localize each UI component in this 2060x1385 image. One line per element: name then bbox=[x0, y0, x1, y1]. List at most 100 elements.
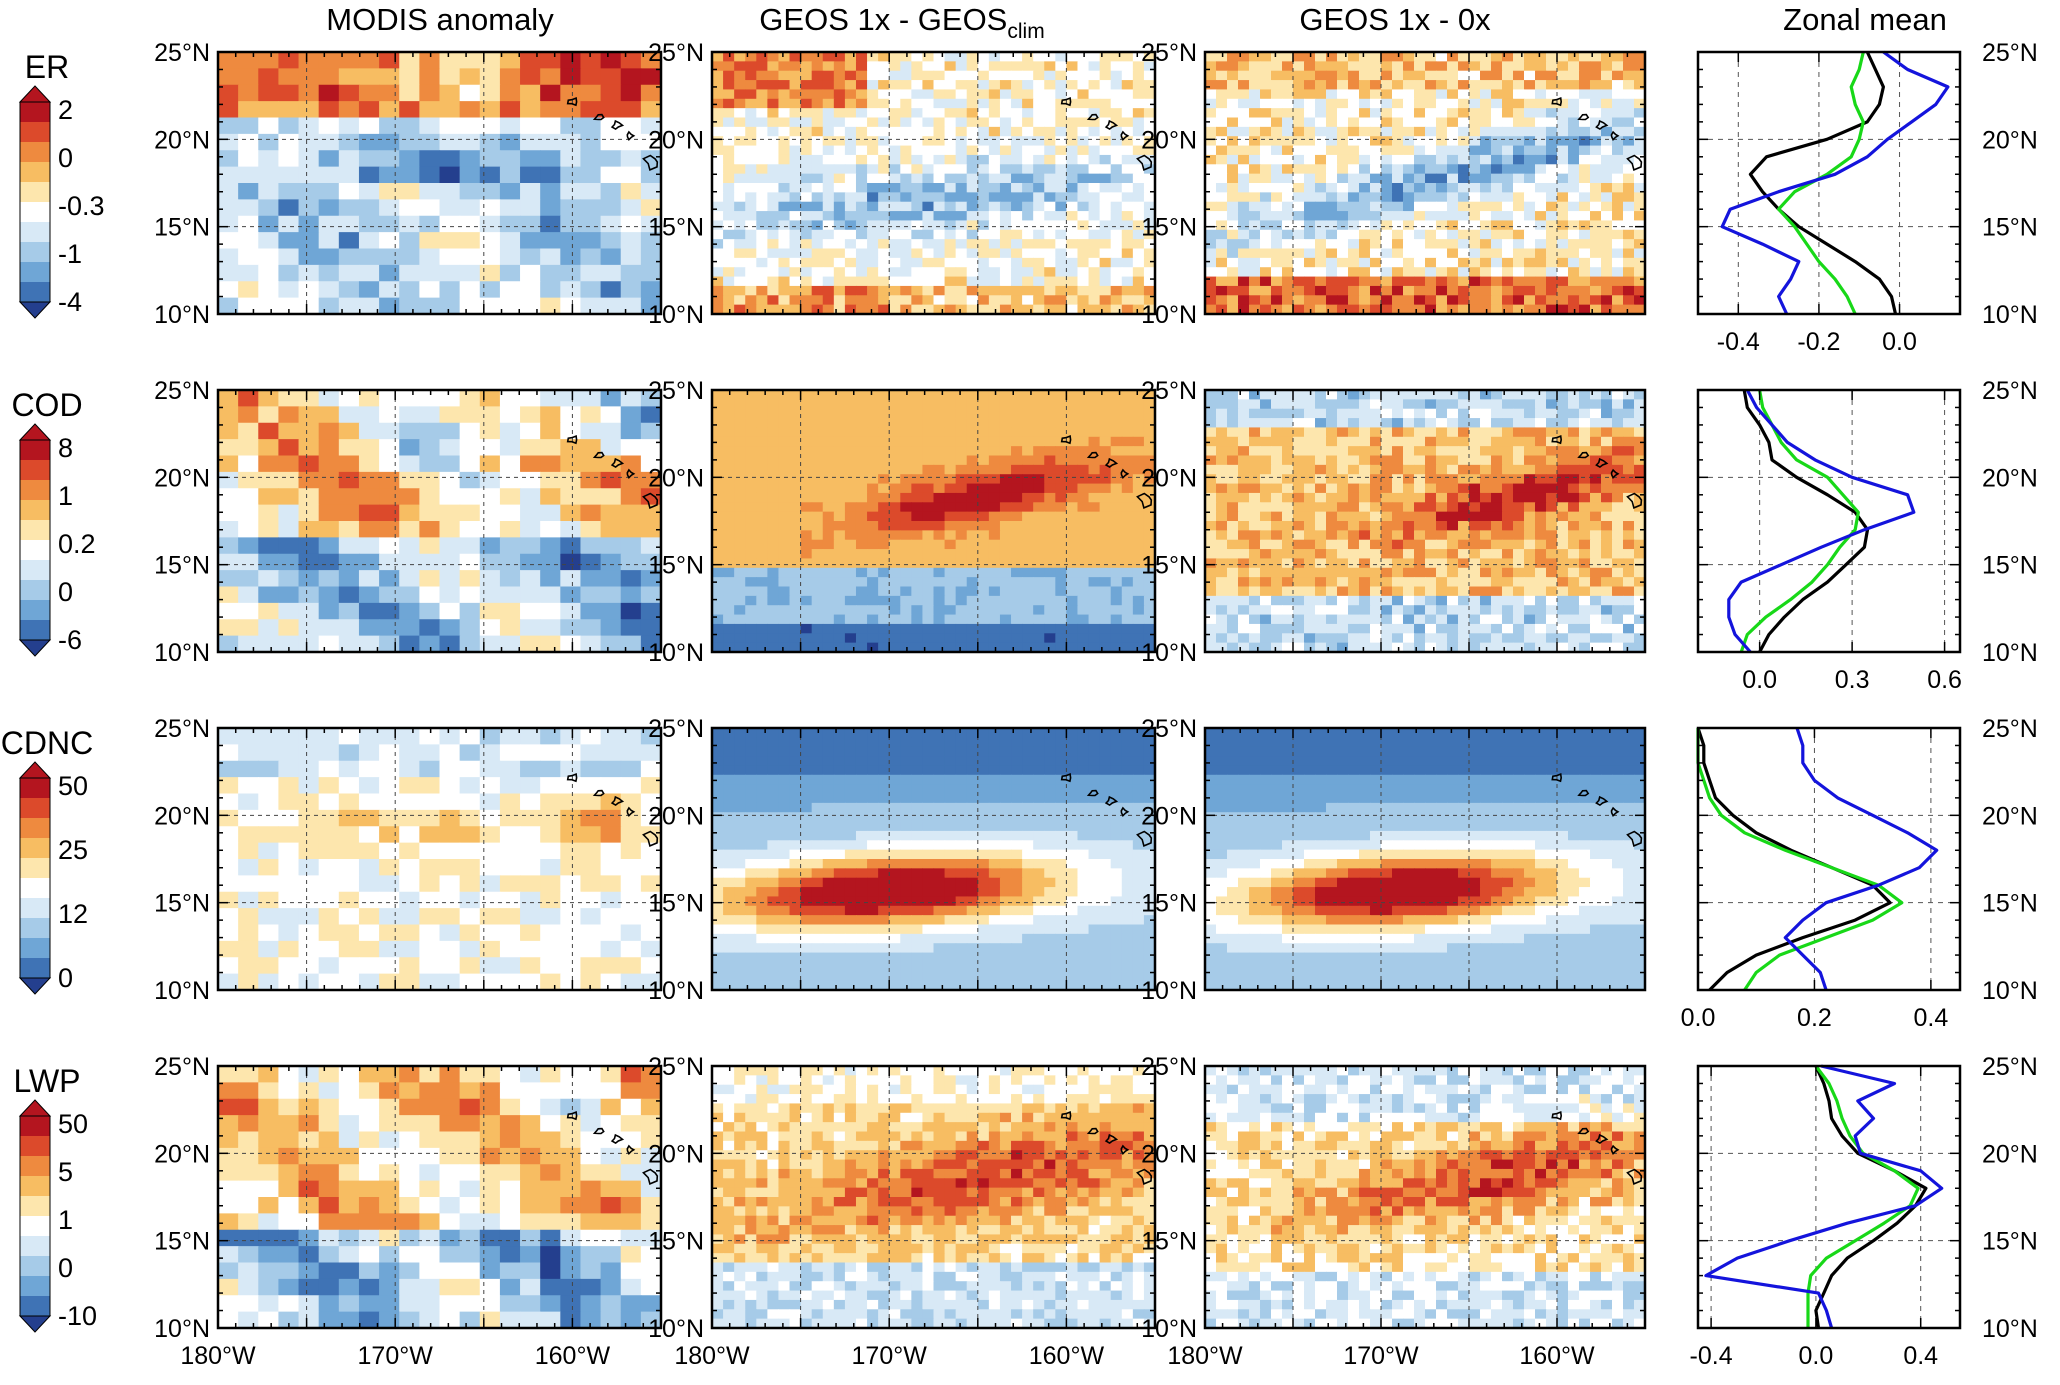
lat-tick-label: 10°N bbox=[1141, 977, 1197, 1005]
map-panel: 25°N 20°N 15°N 10°N bbox=[1141, 377, 1647, 667]
island-outline bbox=[1595, 795, 1609, 807]
island-outline bbox=[566, 97, 578, 107]
lat-tick-label: 20°N bbox=[648, 802, 704, 830]
map-field bbox=[712, 1066, 1155, 1328]
lon-tick-label: 160°W bbox=[1029, 1342, 1105, 1370]
lat-tick-label: 20°N bbox=[154, 464, 210, 492]
map-panel: 25°N 20°N 15°N 10°N bbox=[648, 715, 1157, 1005]
lat-tick-label: 20°N bbox=[1141, 464, 1197, 492]
zonal-lat-tick-label: 15°N bbox=[1982, 214, 2038, 242]
colorbar-swatch bbox=[20, 600, 50, 621]
zonal-line-modis bbox=[1783, 727, 1939, 991]
zonal-frame bbox=[1696, 50, 1962, 316]
map-frame bbox=[1203, 1064, 1647, 1330]
lat-tick-label: 25°N bbox=[154, 715, 210, 743]
island-outline bbox=[1060, 435, 1072, 445]
zonal-line-modis bbox=[1720, 50, 1950, 315]
colorbar-min-arrow bbox=[18, 301, 52, 319]
colorbar-swatch bbox=[20, 938, 50, 959]
zonal-x-tick-label: 0.2 bbox=[1797, 1004, 1832, 1032]
lat-tick-label: 10°N bbox=[154, 977, 210, 1005]
island-outline bbox=[1595, 119, 1609, 131]
zonal-x-tick-label: 0.6 bbox=[1927, 666, 1962, 694]
row-label: COD bbox=[11, 387, 82, 423]
island-outline bbox=[610, 795, 625, 807]
colorbar-swatch bbox=[20, 1116, 50, 1137]
zonal-lat-tick-label: 10°N bbox=[1982, 977, 2038, 1005]
colorbar-swatch bbox=[20, 162, 50, 183]
colorbar-swatch bbox=[20, 202, 50, 223]
lat-tick-label: 15°N bbox=[1141, 214, 1197, 242]
island-outline bbox=[610, 457, 625, 469]
island-outline bbox=[1136, 830, 1153, 847]
island-outline bbox=[626, 806, 636, 818]
colorbar-swatch bbox=[20, 520, 50, 541]
lat-tick-label: 15°N bbox=[154, 214, 210, 242]
row-label: ER bbox=[25, 49, 69, 85]
colorbar-swatch bbox=[20, 798, 50, 819]
map-frame bbox=[710, 1064, 1157, 1330]
lat-tick-label: 10°N bbox=[1141, 639, 1197, 667]
lat-tick-label: 20°N bbox=[648, 1140, 704, 1168]
colorbar-swatch bbox=[20, 958, 50, 979]
colorbar-label: -6 bbox=[58, 625, 82, 655]
colorbar-frame bbox=[19, 101, 51, 303]
colorbar-min-arrow bbox=[18, 977, 52, 995]
island-outline bbox=[1610, 806, 1620, 818]
lat-tick-label: 20°N bbox=[648, 126, 704, 154]
island-outline bbox=[1577, 1127, 1590, 1135]
colorbar-label: 2 bbox=[58, 95, 73, 125]
map-field bbox=[1205, 52, 1645, 314]
island-outline bbox=[1104, 1133, 1119, 1145]
colorbar: 8 1 0.2 0 -6 bbox=[18, 423, 96, 657]
colorbar-max-arrow bbox=[18, 761, 52, 779]
island-outline bbox=[1551, 435, 1563, 445]
zonal-frame bbox=[1696, 1064, 1962, 1330]
lat-tick-label: 10°N bbox=[154, 301, 210, 329]
lat-tick-label: 15°N bbox=[1141, 890, 1197, 918]
map-field bbox=[712, 728, 1155, 990]
island-outline bbox=[1551, 773, 1563, 783]
column-title-modis: MODIS anomaly bbox=[326, 2, 554, 37]
map-frame bbox=[710, 50, 1157, 316]
map-panel: 25°N 20°N 15°N 10°N bbox=[648, 39, 1157, 329]
island-outline bbox=[566, 435, 578, 445]
island-outline bbox=[642, 154, 659, 171]
lon-tick-label: 160°W bbox=[535, 1342, 611, 1370]
zonal-x-tick-label: 0.0 bbox=[1882, 328, 1917, 356]
lat-tick-label: 25°N bbox=[648, 377, 704, 405]
zonal-x-tick-label: 0.4 bbox=[1914, 1004, 1949, 1032]
island-outline bbox=[610, 1133, 625, 1145]
zonal-x-tick-label: 0.0 bbox=[1799, 1342, 1834, 1370]
map-field bbox=[218, 390, 661, 652]
lat-tick-label: 25°N bbox=[1141, 377, 1197, 405]
island-outline bbox=[626, 468, 636, 480]
zonal-line-modis bbox=[1704, 1064, 1944, 1329]
lon-tick-label: 170°W bbox=[1343, 1342, 1419, 1370]
island-outline bbox=[1136, 1168, 1153, 1185]
island-outline bbox=[1060, 1111, 1072, 1121]
colorbar-swatch bbox=[20, 1196, 50, 1217]
map-field bbox=[1205, 1066, 1645, 1328]
colorbar-swatch bbox=[20, 580, 50, 601]
zonal-lat-tick-label: 25°N bbox=[1982, 1053, 2038, 1081]
colorbar-swatch bbox=[20, 1156, 50, 1177]
colorbar-max-arrow bbox=[18, 1099, 52, 1117]
zonal-panel: 0.0 0.3 0.6 25°N 20°N 15°N 10°N bbox=[1696, 377, 2038, 694]
row-label: CDNC bbox=[1, 725, 93, 761]
island-outline bbox=[1104, 119, 1119, 131]
column-title-geos-0x: GEOS 1x - 0x bbox=[1299, 2, 1491, 37]
island-outline bbox=[642, 830, 659, 847]
colorbar-swatch bbox=[20, 620, 50, 641]
map-frame bbox=[1203, 388, 1647, 654]
map-frame bbox=[216, 726, 663, 992]
island-outline bbox=[626, 1144, 636, 1156]
row-cdnc: CDNC 50 25 12 0 25°N 20°N 15°N 10°N 25°N 20°N 15°N 1… bbox=[1, 715, 2038, 1032]
zonal-line-clim bbox=[1806, 1065, 1920, 1328]
lat-tick-label: 10°N bbox=[1141, 1315, 1197, 1343]
island-outline bbox=[1086, 1127, 1099, 1135]
colorbar-swatch bbox=[20, 858, 50, 879]
